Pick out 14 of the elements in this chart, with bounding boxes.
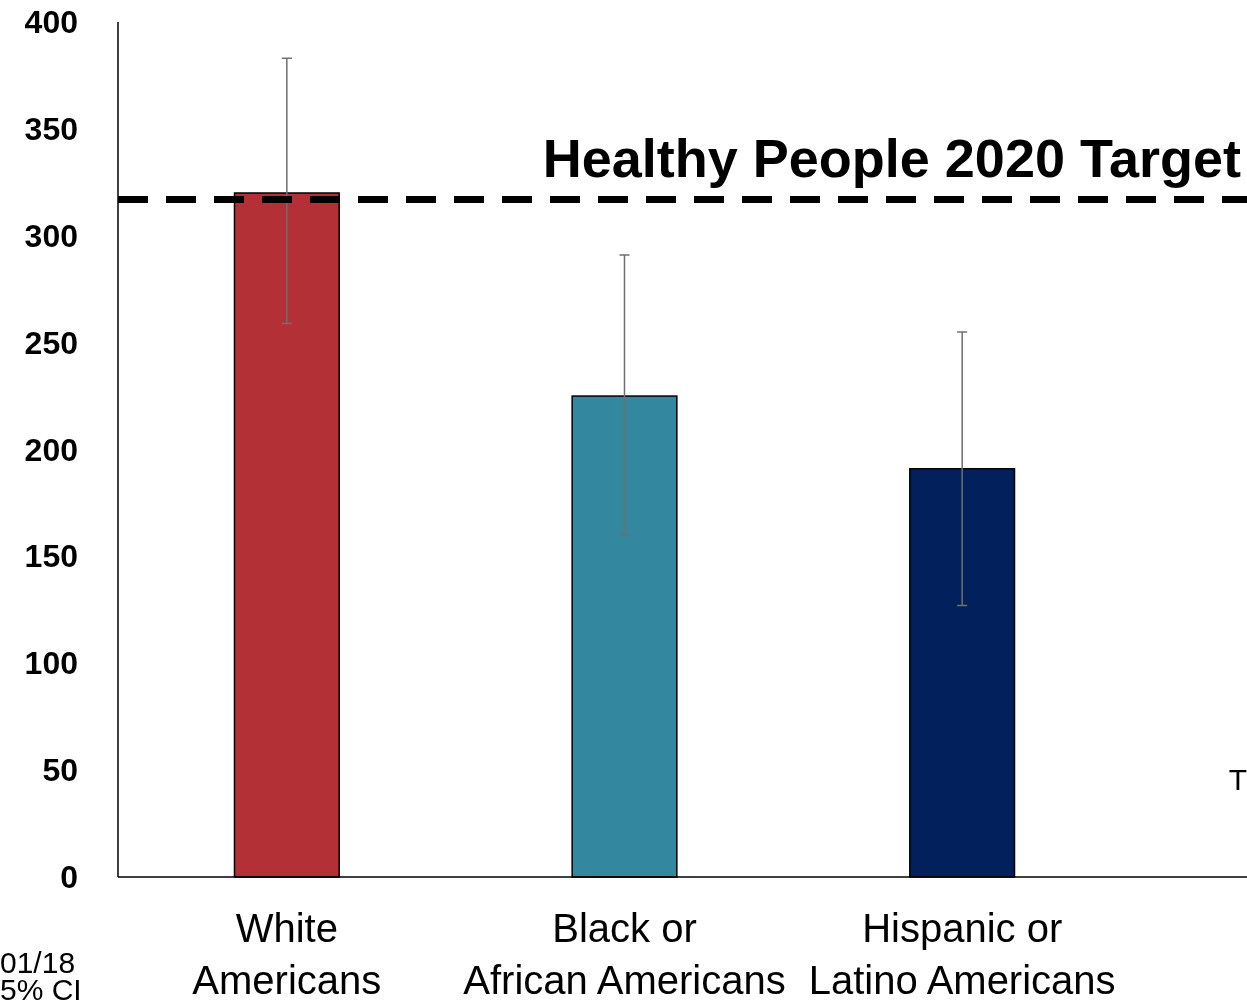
y-tick-label: 50 [42, 752, 78, 789]
y-tick-label: 350 [24, 110, 78, 147]
y-tick-label: 150 [24, 538, 78, 575]
y-tick-label: 250 [24, 324, 78, 361]
y-tick-label: 400 [24, 4, 78, 40]
x-tick-label: Black or African Americans [463, 906, 786, 1002]
y-tick-label: 200 [24, 431, 78, 468]
y-tick-label: 0 [60, 859, 78, 895]
y-tick-label: 300 [24, 217, 78, 254]
y-tick-label: 100 [24, 645, 78, 682]
annotation: T [1228, 763, 1247, 796]
ref-line-label: Healthy People 2020 Target [542, 128, 1241, 189]
x-tick-label: White Americans [192, 906, 382, 1002]
x-tick-label: Hispanic or Latino Americans [808, 906, 1116, 1002]
